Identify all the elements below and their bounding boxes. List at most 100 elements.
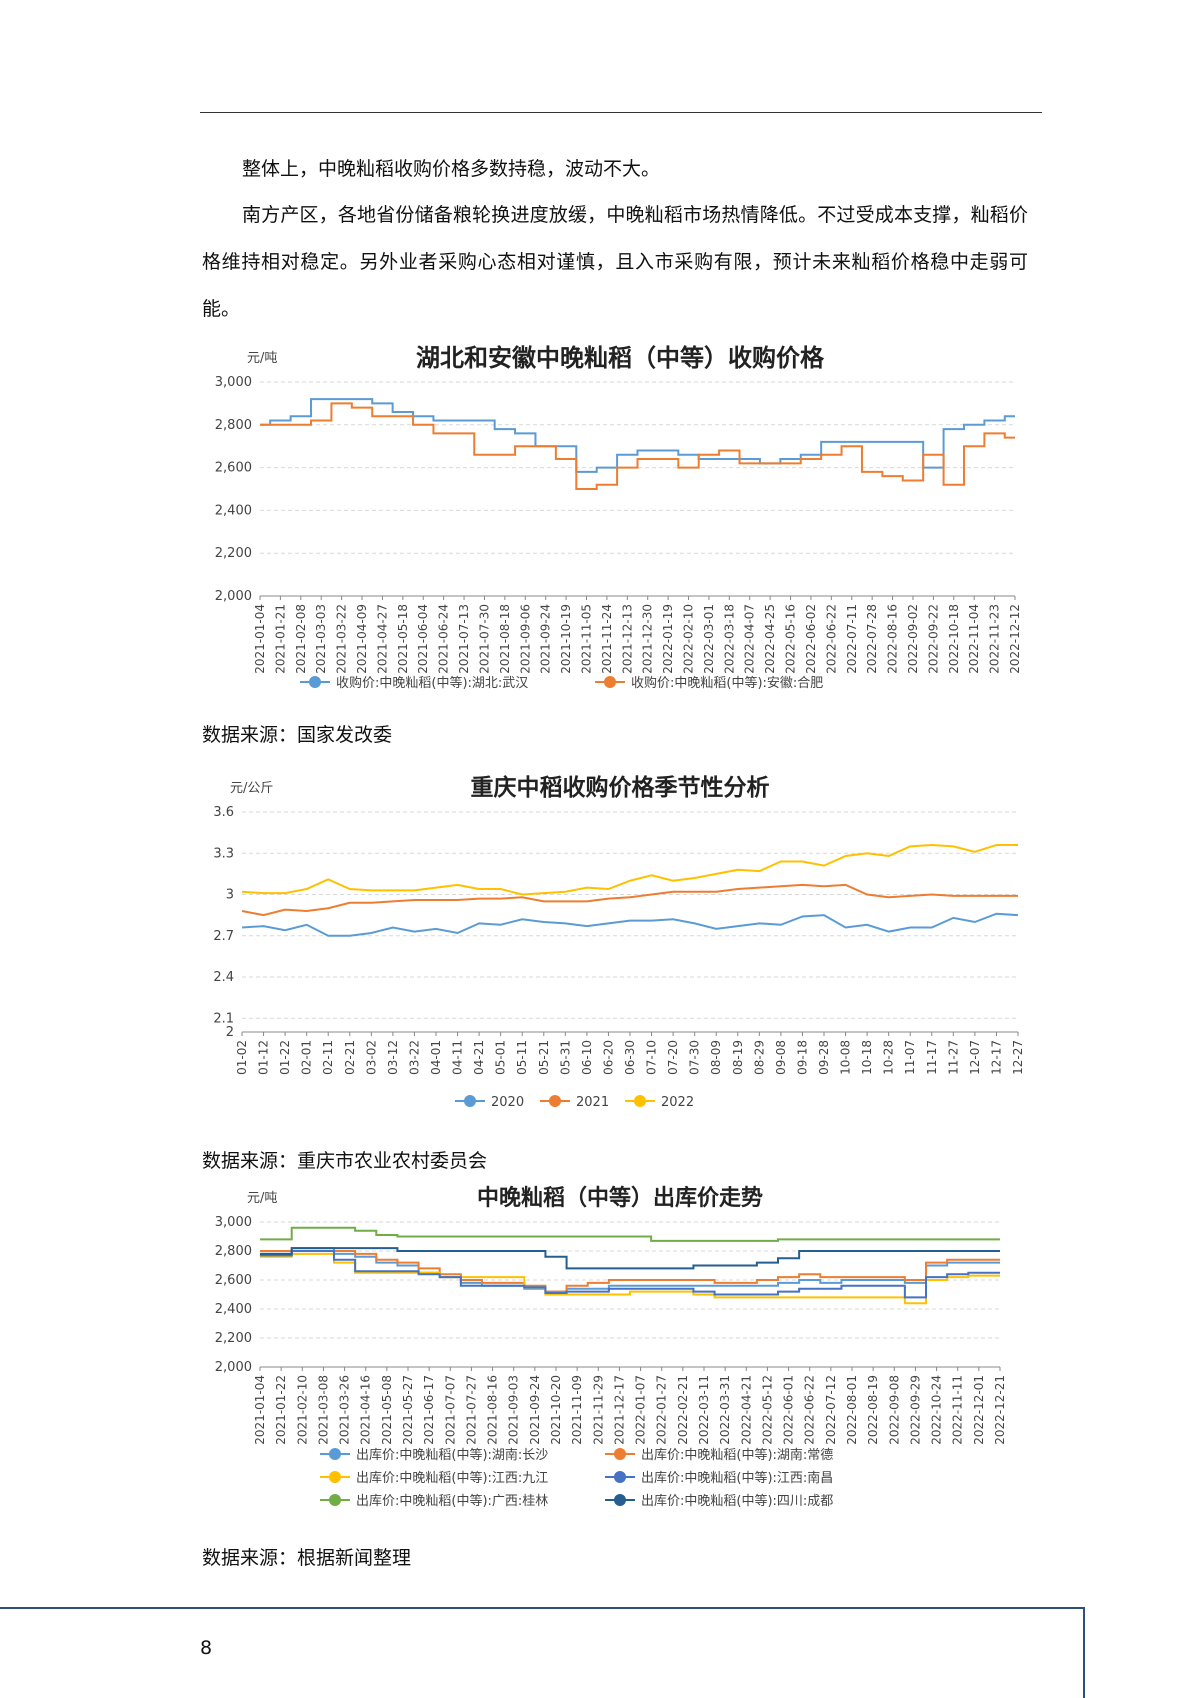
x-tick-label: 2021-06-24	[437, 604, 451, 674]
legend-marker	[309, 676, 321, 688]
legend-item[interactable]: 出库价:中晚籼稻(中等):湖南:常德	[605, 1447, 833, 1463]
x-tick-label: 2021-11-09	[570, 1375, 584, 1445]
x-tick-label: 2022-11-11	[951, 1375, 965, 1445]
x-tick-label: 2021-08-18	[498, 604, 512, 674]
x-tick-label: 2021-11-29	[591, 1375, 605, 1445]
x-tick-label: 09-08	[774, 1040, 788, 1075]
legend-label: 出库价:中晚籼稻(中等):江西:南昌	[641, 1470, 833, 1486]
legend-item[interactable]: 出库价:中晚籼稻(中等):江西:九江	[320, 1470, 548, 1486]
x-tick-label: 2022-09-29	[908, 1375, 922, 1445]
x-tick-label: 08-19	[731, 1040, 745, 1075]
x-tick-label: 2021-11-24	[600, 604, 614, 674]
page-number: 8	[200, 1637, 213, 1659]
legend-item[interactable]: 2020	[455, 1095, 524, 1110]
legend-item[interactable]: 出库价:中晚籼稻(中等):四川:成都	[605, 1493, 833, 1509]
x-tick-label: 2022-08-19	[866, 1375, 880, 1445]
x-tick-label: 11-17	[925, 1040, 939, 1075]
x-tick-label: 2022-06-02	[804, 604, 818, 674]
x-tick-label: 07-30	[688, 1040, 702, 1075]
legend-item[interactable]: 2021	[540, 1095, 609, 1110]
x-tick-label: 2021-05-08	[380, 1375, 394, 1445]
chart-chongqing-svg: 重庆中稻收购价格季节性分析 元/公斤 22.1 2.4 2.7 3 3.3 3.6 01-0…	[213, 774, 1025, 1110]
y-axis: 2,000 2,200 2,400 2,600 2,800 3,000	[215, 375, 252, 604]
x-tick-label: 2021-09-24	[528, 1375, 542, 1445]
legend-label: 出库价:中晚籼稻(中等):湖南:常德	[641, 1447, 833, 1463]
x-tick-label: 01-12	[257, 1040, 271, 1075]
x-tick-label: 2022-03-18	[722, 604, 736, 674]
y-tick-label: 2,000	[215, 589, 252, 604]
x-tick-label: 2021-08-16	[486, 1375, 500, 1445]
x-tick-label: 2022-12-12	[1008, 604, 1022, 674]
x-tick-label: 2021-03-08	[316, 1375, 330, 1445]
x-tick-label: 2022-10-24	[930, 1375, 944, 1445]
x-tick-label: 01-22	[278, 1040, 292, 1075]
legend-label: 2020	[491, 1095, 524, 1110]
legend-item[interactable]: 收购价:中晚籼稻(中等):安徽:合肥	[595, 675, 823, 691]
gridlines	[242, 811, 1018, 1019]
x-tick-label: 2021-10-19	[559, 604, 573, 674]
legend-marker	[614, 1471, 626, 1483]
x-tick-label: 2021-11-05	[579, 604, 593, 674]
legend: 2020 2021 2022	[455, 1095, 694, 1110]
y-tick-label: 2.4	[213, 970, 234, 985]
x-tick-label: 05-11	[515, 1040, 529, 1075]
x-tick-label: 08-09	[709, 1040, 723, 1075]
x-tick-label: 2021-04-27	[375, 604, 389, 674]
x-tick-label: 2021-06-04	[416, 604, 430, 674]
legend-item[interactable]: 出库价:中晚籼稻(中等):广西:桂林	[320, 1493, 548, 1509]
x-tick-label: 2021-04-09	[355, 604, 369, 674]
x-tick-label: 2021-01-04	[253, 1375, 267, 1445]
x-tick-label: 2021-01-21	[273, 604, 287, 674]
x-tick-label: 09-18	[795, 1040, 809, 1075]
x-tick-label: 2021-12-30	[641, 604, 655, 674]
source-3: 数据来源：根据新闻整理	[202, 1547, 412, 1569]
x-tick-label: 2021-05-27	[401, 1375, 415, 1445]
x-tick-label: 03-12	[386, 1040, 400, 1075]
series-line-0	[241, 912, 1019, 937]
legend-marker	[329, 1448, 341, 1460]
y-axis: 2,000 2,200 2,400 2,600 2,800 3,000	[215, 1215, 252, 1375]
legend-item[interactable]: 出库价:中晚籼稻(中等):湖南:长沙	[320, 1447, 548, 1463]
chart-title: 湖北和安徽中晚籼稻（中等）收购价格	[416, 344, 825, 372]
x-tick-label: 2022-06-01	[782, 1375, 796, 1445]
x-tick-label: 04-01	[429, 1040, 443, 1075]
x-tick-label: 2022-01-19	[661, 604, 675, 674]
y-tick-label: 2.1	[213, 1011, 234, 1026]
x-tick-label: 2022-11-04	[967, 604, 981, 674]
x-tick-label: 03-02	[364, 1040, 378, 1075]
y-axis-unit: 元/吨	[247, 1191, 277, 1206]
x-tick-label: 2021-10-20	[549, 1375, 563, 1445]
legend: 出库价:中晚籼稻(中等):湖南:长沙 出库价:中晚籼稻(中等):湖南:常德出库价:…	[320, 1447, 833, 1509]
legend-label: 2022	[661, 1095, 694, 1110]
legend-label: 收购价:中晚籼稻(中等):湖北:武汉	[336, 675, 528, 691]
x-tick-label: 2022-12-01	[972, 1375, 986, 1445]
x-tick-label: 2021-06-17	[422, 1375, 436, 1445]
x-axis: 01-02 01-12 01-22 02-01 02-11 02-21 03-02 03-12…	[235, 1032, 1025, 1075]
chart-hubei-anhui-svg: 湖北和安徽中晚籼稻（中等）收购价格 元/吨 2,000 2,200 2,400 2,6…	[215, 344, 1022, 691]
x-tick-label: 2021-03-26	[338, 1375, 352, 1445]
series-line-0	[260, 398, 1015, 473]
x-tick-label: 2021-01-22	[274, 1375, 288, 1445]
x-tick-label: 07-10	[645, 1040, 659, 1075]
y-tick-label: 2,800	[215, 418, 252, 433]
y-tick-label: 2,400	[215, 1302, 252, 1317]
legend-item[interactable]: 出库价:中晚籼稻(中等):江西:南昌	[605, 1470, 833, 1486]
legend-item[interactable]: 2022	[625, 1095, 694, 1110]
legend-label: 收购价:中晚籼稻(中等):安徽:合肥	[631, 675, 823, 691]
header-rule	[200, 112, 1042, 113]
series-line-2	[241, 843, 1018, 896]
x-tick-label: 03-22	[407, 1040, 421, 1075]
y-axis-unit: 元/吨	[247, 351, 277, 366]
x-tick-label: 2022-07-12	[824, 1375, 838, 1445]
legend-label: 出库价:中晚籼稻(中等):广西:桂林	[356, 1493, 548, 1509]
x-tick-label: 02-21	[343, 1040, 357, 1075]
legend-marker	[464, 1095, 476, 1107]
x-tick-label: 01-02	[235, 1040, 249, 1075]
legend-label: 出库价:中晚籼稻(中等):四川:成都	[641, 1493, 833, 1509]
x-tick-label: 08-29	[752, 1040, 766, 1075]
x-tick-label: 2022-01-07	[634, 1375, 648, 1445]
x-tick-label: 2022-04-25	[763, 604, 777, 674]
x-tick-label: 2022-05-16	[784, 604, 798, 674]
x-tick-label: 09-28	[817, 1040, 831, 1075]
legend-item[interactable]: 收购价:中晚籼稻(中等):湖北:武汉	[300, 675, 528, 691]
